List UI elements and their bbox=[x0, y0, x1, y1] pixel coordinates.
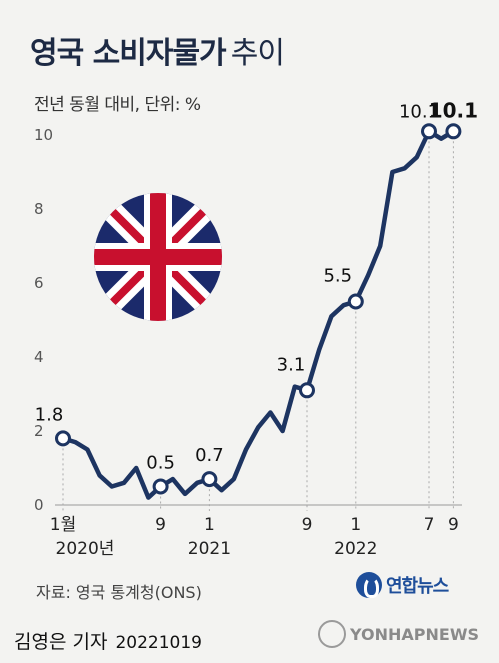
x-year-label: 2022 bbox=[334, 539, 377, 559]
data-point-marker bbox=[347, 293, 364, 310]
data-point-marker bbox=[201, 471, 218, 488]
data-point-marker bbox=[299, 382, 315, 399]
data-labels: 1.8 0.5 0.7 3.1 5.5 10.110.1 bbox=[35, 98, 478, 473]
data-point-marker bbox=[55, 430, 71, 447]
series-line bbox=[60, 129, 456, 500]
x-tick-label: 9 bbox=[155, 515, 166, 535]
byline: 김영은 기자 20221019 bbox=[14, 627, 202, 654]
series bbox=[55, 123, 462, 500]
y-tick-label: 6 bbox=[34, 274, 44, 292]
yonhap-logo-icon bbox=[356, 572, 382, 598]
y-tick-label: 10 bbox=[34, 126, 53, 144]
x-tick-label: 9 bbox=[302, 515, 313, 535]
y-tick-label: 2 bbox=[34, 422, 44, 440]
x-tick-label: 1월 bbox=[50, 515, 76, 535]
yonhap-logo-text: 연합뉴스 bbox=[386, 576, 449, 597]
footer-band bbox=[0, 612, 499, 663]
title-sub: 추이 bbox=[230, 36, 285, 71]
data-label: 10.1 bbox=[399, 101, 439, 122]
title-main: 영국 소비자물가 bbox=[30, 36, 227, 71]
data-label: 1.8 bbox=[35, 404, 64, 425]
data-label: 3.1 bbox=[277, 354, 306, 375]
reporter: 김영은 기자 bbox=[14, 631, 108, 653]
data-label: 5.5 bbox=[323, 266, 352, 287]
y-tick-label: 0 bbox=[34, 496, 44, 514]
data-label: 0.5 bbox=[146, 453, 175, 474]
data-point-marker bbox=[421, 123, 437, 140]
chart-title: 영국 소비자물가 추이 bbox=[30, 28, 285, 72]
watermark-text: YONHAPNEWS bbox=[350, 624, 479, 644]
data-point-marker bbox=[445, 123, 462, 140]
x-year-label: 2020년 bbox=[56, 539, 115, 559]
x-tick-label: 1 bbox=[350, 515, 361, 535]
chart-subtitle: 전년 동월 대비, 단위: % bbox=[34, 95, 201, 115]
source-note: 자료: 영국 통계청(ONS) bbox=[36, 583, 202, 602]
data-label: 10.1 bbox=[429, 98, 478, 122]
union-jack-flag-icon bbox=[94, 193, 222, 321]
x-tick-label: 9 bbox=[448, 515, 459, 535]
yonhap-watermark-icon bbox=[318, 620, 346, 648]
y-tick-label: 8 bbox=[34, 200, 44, 218]
date: 20221019 bbox=[115, 633, 202, 653]
data-label: 0.7 bbox=[195, 445, 224, 466]
data-point-marker bbox=[152, 478, 169, 495]
x-tick-label: 7 bbox=[424, 515, 435, 535]
y-tick-label: 4 bbox=[34, 348, 44, 366]
x-year-label: 2021 bbox=[188, 539, 231, 559]
yonhap-logo: 연합뉴스 bbox=[356, 572, 449, 598]
watermark: YONHAPNEWS bbox=[318, 620, 479, 648]
x-tick-label: 1 bbox=[204, 515, 215, 535]
